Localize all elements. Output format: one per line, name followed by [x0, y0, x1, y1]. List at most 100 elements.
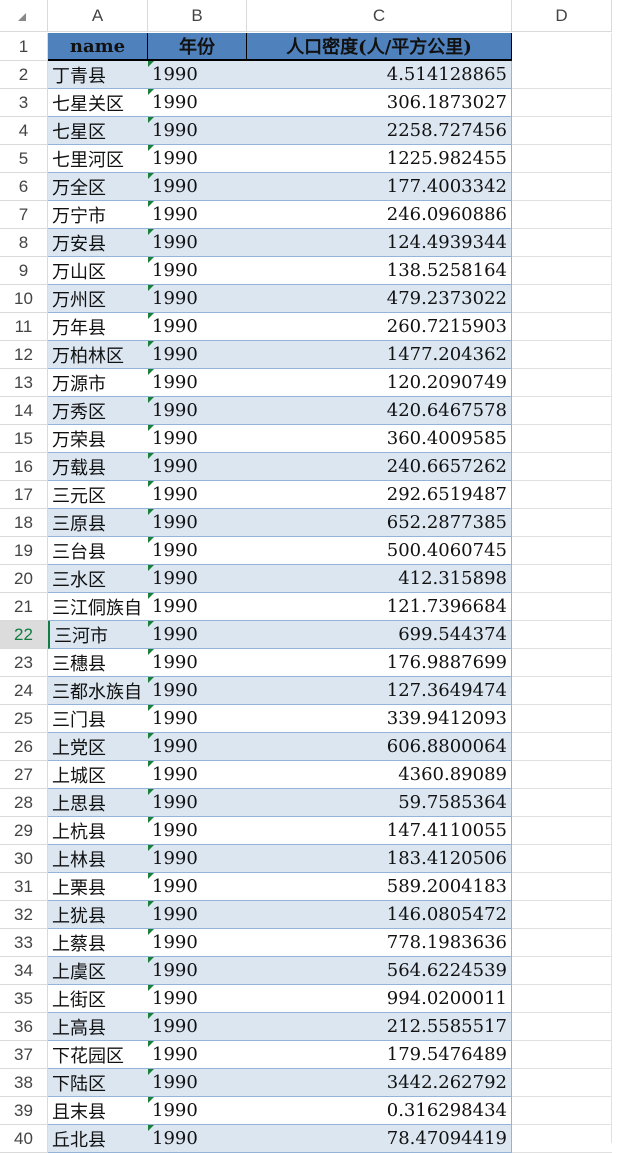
year-cell[interactable]: 1990	[148, 313, 247, 341]
row-header-12[interactable]: 12	[0, 341, 48, 369]
empty-cell[interactable]	[512, 985, 612, 1013]
year-cell[interactable]: 1990	[148, 761, 247, 789]
density-cell[interactable]: 0.316298434	[247, 1097, 512, 1125]
year-cell[interactable]: 1990	[148, 789, 247, 817]
density-cell[interactable]: 3442.262792	[247, 1069, 512, 1097]
year-cell[interactable]: 1990	[148, 565, 247, 593]
year-cell[interactable]: 1990	[148, 453, 247, 481]
empty-cell[interactable]	[512, 1125, 612, 1153]
empty-cell[interactable]	[512, 789, 612, 817]
year-cell[interactable]: 1990	[148, 341, 247, 369]
year-cell[interactable]: 1990	[148, 117, 247, 145]
row-header-28[interactable]: 28	[0, 789, 48, 817]
year-cell[interactable]: 1990	[148, 733, 247, 761]
row-header-33[interactable]: 33	[0, 929, 48, 957]
density-cell[interactable]: 124.4939344	[247, 229, 512, 257]
density-cell[interactable]: 1477.204362	[247, 341, 512, 369]
row-header-14[interactable]: 14	[0, 397, 48, 425]
row-header-9[interactable]: 9	[0, 257, 48, 285]
empty-cell[interactable]	[512, 761, 612, 789]
year-cell[interactable]: 1990	[148, 677, 247, 705]
year-cell[interactable]: 1990	[148, 985, 247, 1013]
empty-cell[interactable]	[512, 61, 612, 89]
empty-cell[interactable]	[512, 313, 612, 341]
empty-cell[interactable]	[512, 537, 612, 565]
row-header-4[interactable]: 4	[0, 117, 48, 145]
row-header-34[interactable]: 34	[0, 957, 48, 985]
empty-cell[interactable]	[512, 1097, 612, 1125]
row-header-35[interactable]: 35	[0, 985, 48, 1013]
name-cell[interactable]: 上林县	[48, 845, 148, 873]
year-cell[interactable]: 1990	[148, 593, 247, 621]
year-cell[interactable]: 1990	[148, 229, 247, 257]
density-cell[interactable]: 360.4009585	[247, 425, 512, 453]
density-cell[interactable]: 500.4060745	[247, 537, 512, 565]
year-cell[interactable]: 1990	[148, 61, 247, 89]
name-cell[interactable]: 三门县	[48, 705, 148, 733]
empty-cell[interactable]	[512, 453, 612, 481]
year-cell[interactable]: 1990	[148, 257, 247, 285]
empty-cell[interactable]	[512, 1013, 612, 1041]
row-header-24[interactable]: 24	[0, 677, 48, 705]
row-header-13[interactable]: 13	[0, 369, 48, 397]
year-cell[interactable]: 1990	[148, 173, 247, 201]
empty-cell[interactable]	[512, 173, 612, 201]
empty-cell[interactable]	[512, 285, 612, 313]
row-header-22[interactable]: 22	[0, 621, 48, 649]
name-cell[interactable]: 三穗县	[48, 649, 148, 677]
density-cell[interactable]: 2258.727456	[247, 117, 512, 145]
row-header-29[interactable]: 29	[0, 817, 48, 845]
name-cell[interactable]: 三都水族自	[48, 677, 148, 705]
year-cell[interactable]: 1990	[148, 957, 247, 985]
year-cell[interactable]: 1990	[148, 1069, 247, 1097]
density-cell[interactable]: 420.6467578	[247, 397, 512, 425]
name-cell[interactable]: 上街区	[48, 985, 148, 1013]
row-header-20[interactable]: 20	[0, 565, 48, 593]
name-cell[interactable]: 上思县	[48, 789, 148, 817]
year-cell[interactable]: 1990	[148, 425, 247, 453]
year-cell[interactable]: 1990	[148, 1041, 247, 1069]
row-header-7[interactable]: 7	[0, 201, 48, 229]
year-cell[interactable]: 1990	[148, 901, 247, 929]
column-header-c[interactable]: C	[247, 0, 512, 32]
year-cell[interactable]: 1990	[148, 873, 247, 901]
name-cell[interactable]: 七星区	[48, 117, 148, 145]
name-cell[interactable]: 上城区	[48, 761, 148, 789]
empty-cell[interactable]	[512, 481, 612, 509]
density-cell[interactable]: 412.315898	[247, 565, 512, 593]
empty-cell[interactable]	[512, 677, 612, 705]
name-cell[interactable]: 七里河区	[48, 145, 148, 173]
row-header-11[interactable]: 11	[0, 313, 48, 341]
density-cell[interactable]: 138.5258164	[247, 257, 512, 285]
row-header-21[interactable]: 21	[0, 593, 48, 621]
row-header-36[interactable]: 36	[0, 1013, 48, 1041]
year-cell[interactable]: 1990	[148, 1097, 247, 1125]
density-cell[interactable]: 652.2877385	[247, 509, 512, 537]
year-cell[interactable]: 1990	[148, 509, 247, 537]
row-header-32[interactable]: 32	[0, 901, 48, 929]
density-cell[interactable]: 4.514128865	[247, 61, 512, 89]
column-header-b[interactable]: B	[148, 0, 247, 32]
empty-cell[interactable]	[512, 817, 612, 845]
density-cell[interactable]: 121.7396684	[247, 593, 512, 621]
empty-cell[interactable]	[512, 621, 612, 649]
year-cell[interactable]: 1990	[148, 145, 247, 173]
name-cell[interactable]: 上栗县	[48, 873, 148, 901]
empty-cell[interactable]	[512, 145, 612, 173]
name-cell[interactable]: 七星关区	[48, 89, 148, 117]
name-cell[interactable]: 丁青县	[48, 61, 148, 89]
name-cell[interactable]: 下花园区	[48, 1041, 148, 1069]
density-cell[interactable]: 120.2090749	[247, 369, 512, 397]
empty-cell[interactable]	[512, 901, 612, 929]
empty-cell[interactable]	[512, 257, 612, 285]
empty-cell[interactable]	[512, 369, 612, 397]
year-cell[interactable]: 1990	[148, 285, 247, 313]
select-all-button[interactable]	[0, 0, 48, 32]
row-header-18[interactable]: 18	[0, 509, 48, 537]
year-cell[interactable]: 1990	[148, 649, 247, 677]
empty-cell[interactable]	[512, 733, 612, 761]
year-cell[interactable]: 1990	[148, 1125, 247, 1153]
name-cell[interactable]: 上虞区	[48, 957, 148, 985]
year-cell[interactable]: 1990	[148, 369, 247, 397]
row-header-2[interactable]: 2	[0, 61, 48, 89]
